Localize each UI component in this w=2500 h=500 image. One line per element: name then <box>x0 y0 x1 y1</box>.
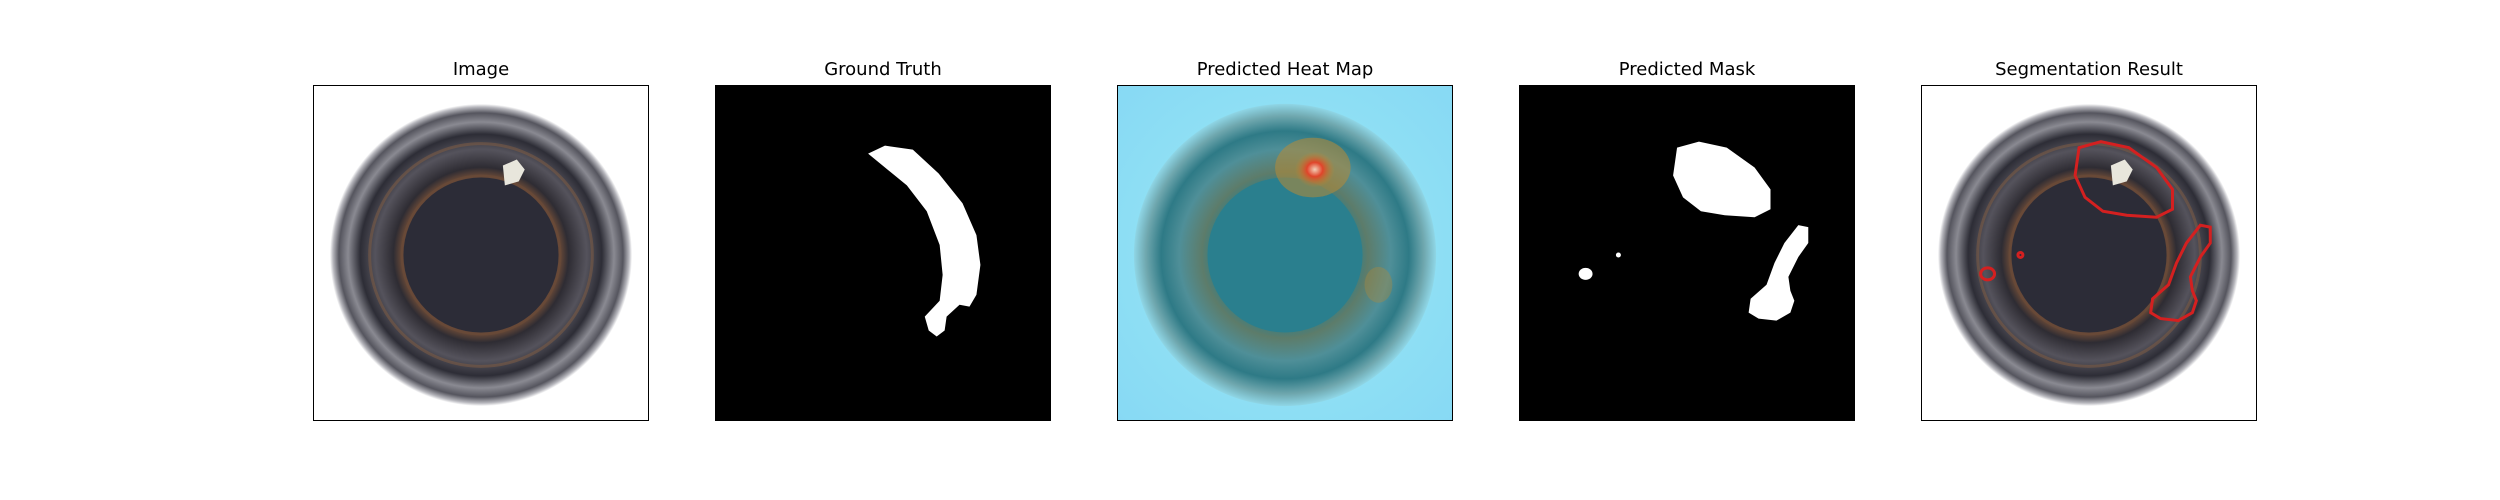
heat-hotspot <box>1294 151 1335 188</box>
contour-overlay <box>1979 140 2212 323</box>
defect-region <box>868 145 981 337</box>
mask-blob-right <box>1748 225 1809 321</box>
panel-title-heat-map: Predicted Heat Map <box>1196 59 1374 80</box>
heat-map <box>1118 86 1452 420</box>
panel-title-image: Image <box>452 59 510 80</box>
image-panel <box>313 85 649 421</box>
defect-highlight <box>502 159 525 186</box>
ground-truth-mask <box>716 86 1050 420</box>
mask-blob-small <box>1578 267 1593 280</box>
mask-dot <box>1615 252 1621 258</box>
input-image <box>314 86 648 420</box>
panel-title-ground-truth: Ground Truth <box>824 59 942 80</box>
segmentation-result-panel <box>1921 85 2257 421</box>
predicted-mask <box>1520 86 1854 420</box>
ground-truth-panel <box>715 85 1051 421</box>
mask-blob-top <box>1673 141 1771 218</box>
predicted-mask-panel <box>1519 85 1855 421</box>
segmentation-result <box>1922 86 2256 420</box>
heat-map-panel <box>1117 85 1453 421</box>
panel-title-predicted-mask: Predicted Mask <box>1618 59 1756 80</box>
panel-title-segmentation-result: Segmentation Result <box>1995 59 2183 80</box>
